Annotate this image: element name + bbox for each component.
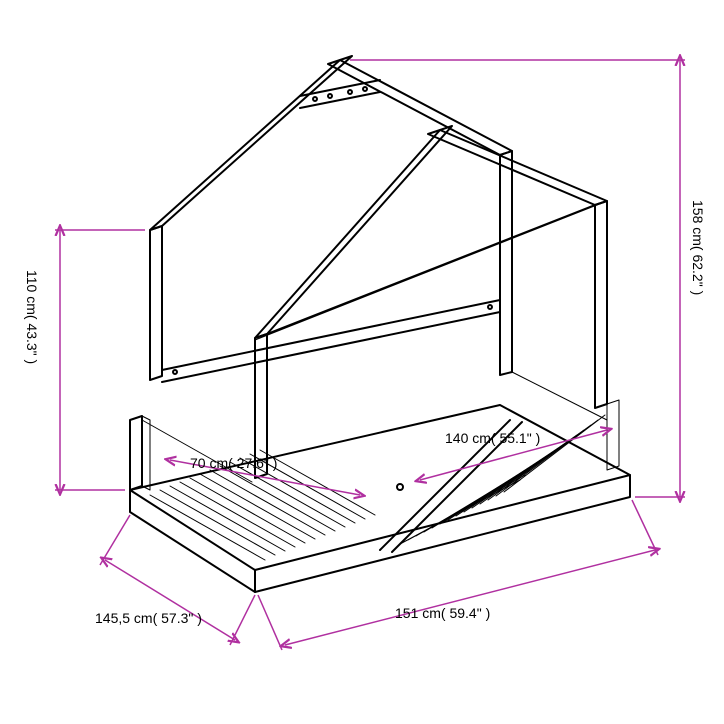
dim-width: 151 cm( 59.4" ) <box>395 605 490 621</box>
dim-height-right: 158 cm( 62.2" ) <box>690 200 706 295</box>
product-outline <box>130 56 630 592</box>
dim-slat-width: 70 cm( 27.6" ) <box>190 455 277 471</box>
dim-height-left: 110 cm( 43.3" ) <box>24 270 40 364</box>
dim-inner-length: 140 cm( 55.1" ) <box>445 430 540 446</box>
dim-depth: 145,5 cm( 57.3" ) <box>95 610 202 626</box>
